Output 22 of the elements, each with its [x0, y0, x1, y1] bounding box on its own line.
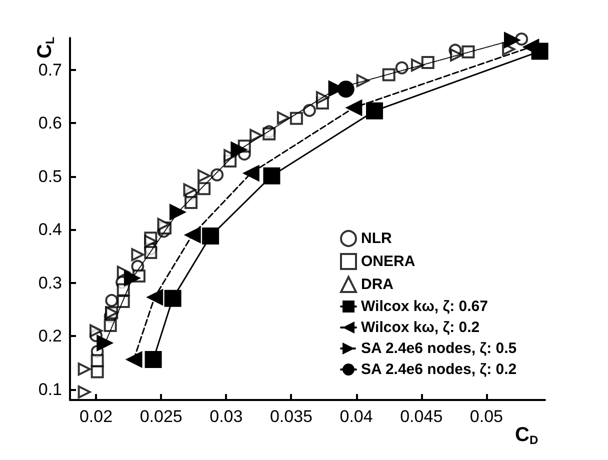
x-tick-label: 0.04 [340, 407, 373, 426]
y-tick-label: 0.4 [38, 220, 62, 240]
x-tick-label: 0.045 [400, 407, 443, 426]
y-tick-label: 0.1 [38, 380, 62, 399]
y-tick-label: 0.5 [38, 166, 62, 186]
x-tick-label: 0.035 [270, 407, 313, 426]
x-tick-label: 0.03 [210, 407, 243, 426]
legend-label: SA 2.4e6 nodes, ζ: 0.2 [361, 361, 517, 378]
legend-label: Wilcox kω, ζ: 0.2 [361, 319, 480, 336]
legend-label: DRA [361, 276, 394, 293]
x-tick-label: 0.05 [470, 407, 503, 426]
x-tick-label: 0.025 [140, 407, 182, 426]
x-tick-label: 0.02 [79, 407, 113, 426]
y-tick-label: 0.2 [38, 326, 62, 346]
y-tick-label: 0.3 [38, 273, 62, 292]
legend-label: ONERA [361, 253, 416, 270]
y-tick-label: 0.6 [38, 114, 62, 133]
y-axis-title: CL [34, 36, 57, 59]
legend-label: SA 2.4e6 nodes, ζ: 0.5 [361, 340, 517, 357]
legend-label: Wilcox kω, ζ: 0.67 [361, 298, 488, 315]
legend-label: NLR [361, 230, 392, 247]
y-tick-label: 0.7 [38, 60, 62, 80]
